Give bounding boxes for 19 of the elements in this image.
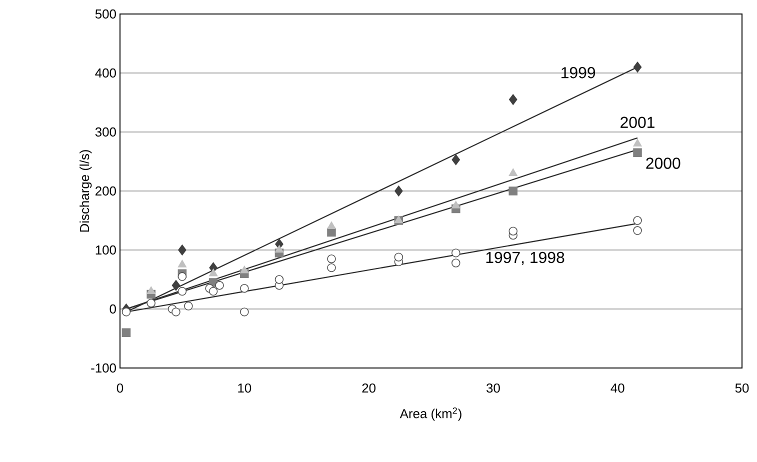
y-tick-label: 500	[95, 9, 116, 19]
series-label: 2001	[620, 116, 654, 128]
y-axis-title: Discharge (l/s)	[80, 150, 92, 232]
series-label: 1999	[562, 67, 596, 78]
x-tick-label: 0	[116, 383, 124, 393]
y-tick-label: 100	[96, 245, 116, 255]
y-tick-label: 0	[110, 304, 116, 314]
series-label: 1997, 1998	[486, 252, 564, 265]
x-tick-label: 30	[486, 383, 500, 393]
y-tick-label: 300	[95, 127, 116, 137]
y-tick-label: 400	[95, 68, 116, 78]
x-tick-label: 20	[362, 383, 376, 393]
y-tick-label: -100	[91, 363, 116, 373]
x-axis-title: Area (km$^{2}$)	[400, 407, 462, 421]
x-tick-label: 10	[238, 383, 252, 393]
x-tick-label: 40	[610, 383, 624, 393]
y-tick-label: 200	[96, 186, 116, 196]
x-tick-label: 50	[735, 383, 749, 393]
series-label: 2000	[646, 158, 680, 169]
